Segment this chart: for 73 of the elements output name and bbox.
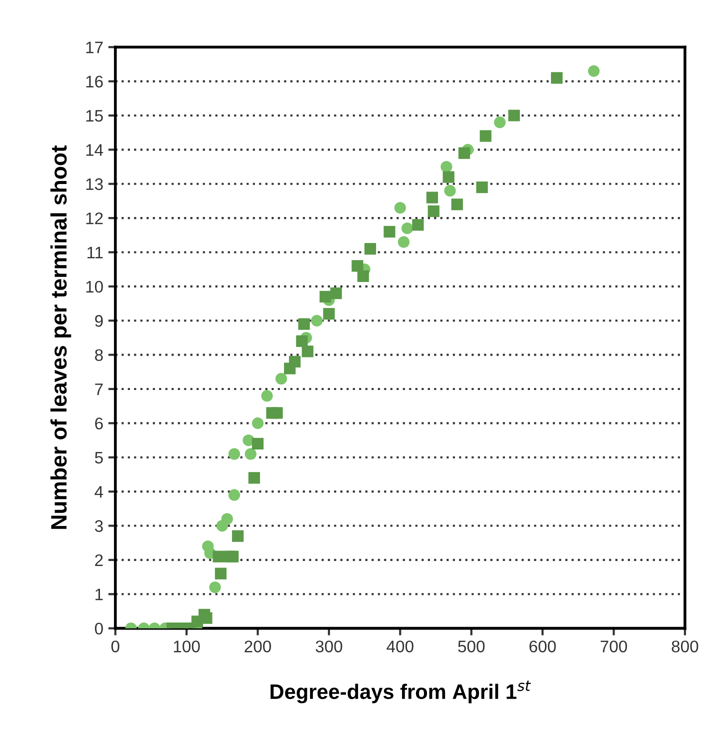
point: [352, 260, 364, 272]
x-tick-label: 700: [600, 640, 628, 652]
point: [271, 407, 283, 419]
point: [302, 346, 314, 358]
point: [364, 243, 376, 255]
y-tick-label: 0: [94, 622, 103, 635]
y-tick-label: 12: [86, 212, 103, 224]
point: [232, 530, 244, 542]
point: [357, 270, 369, 282]
x-axis-title: Degree-days from April 1$^{st}$: [270, 680, 531, 704]
y-tick-label: 3: [94, 520, 103, 532]
y-tick-label: 2: [95, 554, 103, 566]
point: [244, 448, 256, 460]
point: [394, 202, 406, 214]
point: [320, 290, 332, 303]
point: [398, 236, 410, 248]
point: [494, 116, 506, 128]
point: [508, 110, 520, 122]
point: [311, 314, 323, 326]
x-tick-label: 100: [174, 640, 200, 652]
y-tick-label: 1: [96, 588, 103, 600]
point: [412, 219, 424, 231]
point: [212, 550, 224, 562]
point: [480, 130, 492, 142]
point: [252, 438, 264, 450]
y-tick-label: 15: [86, 110, 103, 122]
y-tick-label: 11: [88, 246, 103, 258]
x-tick-label: 200: [244, 640, 272, 652]
point: [330, 287, 342, 300]
point: [444, 184, 456, 197]
y-tick-label: 8: [95, 349, 103, 362]
x-tick-label: 400: [386, 640, 414, 652]
y-tick-label: 14: [86, 144, 104, 156]
point: [296, 335, 308, 347]
point: [451, 198, 463, 210]
x-tick-label: 0: [111, 640, 120, 652]
y-tick-label: 13: [86, 178, 103, 190]
point: [248, 472, 260, 484]
y-tick-label: 16: [86, 76, 103, 88]
point: [261, 390, 273, 402]
point: [588, 65, 600, 77]
point: [275, 372, 288, 385]
point: [298, 318, 310, 330]
point: [440, 160, 452, 173]
point: [227, 550, 239, 562]
y-axis-title: Number of leaves per terminal shoot: [50, 145, 72, 529]
point: [221, 513, 233, 525]
y-tick-label: 4: [94, 486, 104, 498]
point: [550, 72, 563, 84]
point: [209, 581, 221, 594]
point: [323, 308, 335, 320]
point: [228, 448, 240, 460]
x-tick-label: 600: [529, 640, 556, 652]
point: [476, 181, 488, 194]
point: [214, 568, 227, 580]
y-tick-label: 7: [95, 384, 103, 396]
x-tick-label: 800: [672, 640, 698, 652]
point: [426, 192, 438, 204]
point: [442, 171, 454, 183]
point: [228, 489, 240, 501]
y-tick-label: 6: [95, 418, 103, 430]
y-tick-label: 17: [86, 42, 103, 54]
x-tick-label: 300: [316, 640, 342, 652]
point: [401, 222, 414, 234]
y-tick-label: 9: [95, 315, 103, 327]
point: [428, 205, 440, 218]
point: [384, 226, 396, 238]
y-tick-label: 10: [86, 280, 103, 293]
x-tick-label: 500: [458, 640, 485, 652]
point: [252, 417, 264, 429]
point: [288, 356, 301, 368]
y-tick-label: 5: [94, 452, 103, 464]
point: [458, 147, 470, 159]
